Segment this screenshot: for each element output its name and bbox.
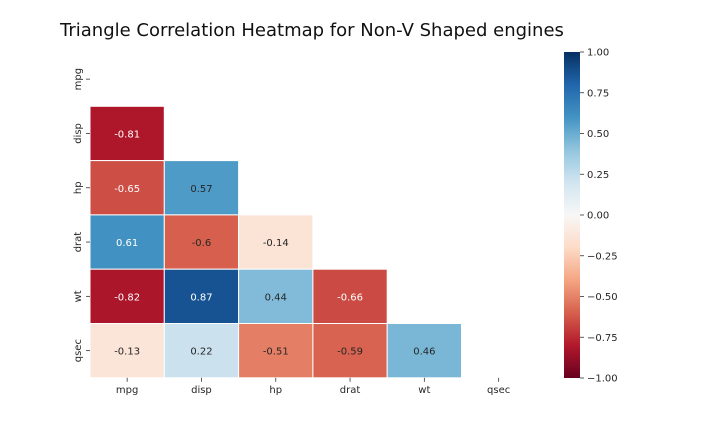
cell-annotation: -0.81 — [114, 129, 140, 140]
y-tick-label: qsec — [73, 339, 84, 362]
heatmap-cell — [312, 323, 388, 379]
colorbar-tick-label: −0.50 — [587, 292, 618, 303]
heatmap-cell — [89, 214, 165, 270]
x-tick-label: mpg — [116, 385, 138, 396]
cell-annotation: 0.87 — [190, 292, 212, 303]
cell-annotation: 0.46 — [413, 347, 435, 358]
x-tick-label: drat — [340, 385, 361, 396]
heatmap-cell — [163, 160, 240, 216]
y-axis-ticks: mpg disp hp drat wt qsec — [73, 68, 90, 362]
heatmap-cell — [163, 268, 240, 325]
colorbar-tick-label: −0.25 — [587, 251, 618, 262]
cell-annotation: 0.22 — [190, 347, 212, 358]
colorbar-tick-label: 0.75 — [587, 88, 609, 99]
cell-annotations: -0.81 -0.65 0.57 0.61 -0.6 -0.14 -0.82 0.87 0.44… — [114, 129, 435, 357]
cell-annotation: -0.82 — [114, 292, 140, 303]
y-tick-label: disp — [73, 123, 84, 144]
colorbar-tick-label: −0.75 — [587, 333, 618, 344]
colorbar — [564, 52, 580, 378]
cell-annotation: -0.59 — [337, 347, 363, 358]
cell-annotation: -0.66 — [337, 292, 363, 303]
colorbar-tick-label: 0.50 — [587, 129, 609, 140]
colorbar-tick-label: 1.00 — [587, 48, 609, 59]
y-tick-label: mpg — [73, 68, 84, 90]
y-tick-label: hp — [73, 181, 84, 194]
x-tick-label: qsec — [487, 385, 510, 396]
cell-annotation: -0.51 — [263, 347, 289, 358]
colorbar-tick-label: 0.00 — [587, 211, 609, 222]
cell-annotation: -0.65 — [114, 184, 140, 195]
x-tick-label: disp — [191, 385, 212, 396]
colorbar-ticks: 1.00 0.75 0.50 0.25 0.00 −0.25 −0.50 −0.75 −1.00 — [580, 48, 618, 385]
cell-annotation: -0.13 — [114, 347, 140, 358]
y-tick-label: drat — [73, 232, 84, 253]
colorbar-tick-label: −1.00 — [587, 374, 618, 385]
heatmap-cell — [89, 105, 165, 162]
colorbar-tick-label: 0.25 — [587, 170, 609, 181]
heatmap-cell — [238, 214, 314, 270]
heatmap-cell — [89, 160, 165, 216]
x-tick-label: wt — [418, 385, 430, 396]
x-axis-ticks: mpg disp hp drat wt qsec — [116, 377, 510, 396]
cell-annotation: 0.61 — [116, 238, 138, 249]
cell-annotation: 0.44 — [265, 292, 287, 303]
cell-annotation: -0.6 — [192, 238, 212, 249]
heatmap-cell — [312, 268, 388, 325]
heatmap-cells — [89, 105, 463, 379]
heatmap-cell — [163, 323, 240, 379]
cell-annotation: -0.14 — [263, 238, 289, 249]
y-tick-label: wt — [73, 290, 84, 302]
chart-title: Triangle Correlation Heatmap for Non-V S… — [59, 20, 564, 41]
cell-annotation: 0.57 — [190, 184, 212, 195]
x-tick-label: hp — [269, 385, 282, 396]
